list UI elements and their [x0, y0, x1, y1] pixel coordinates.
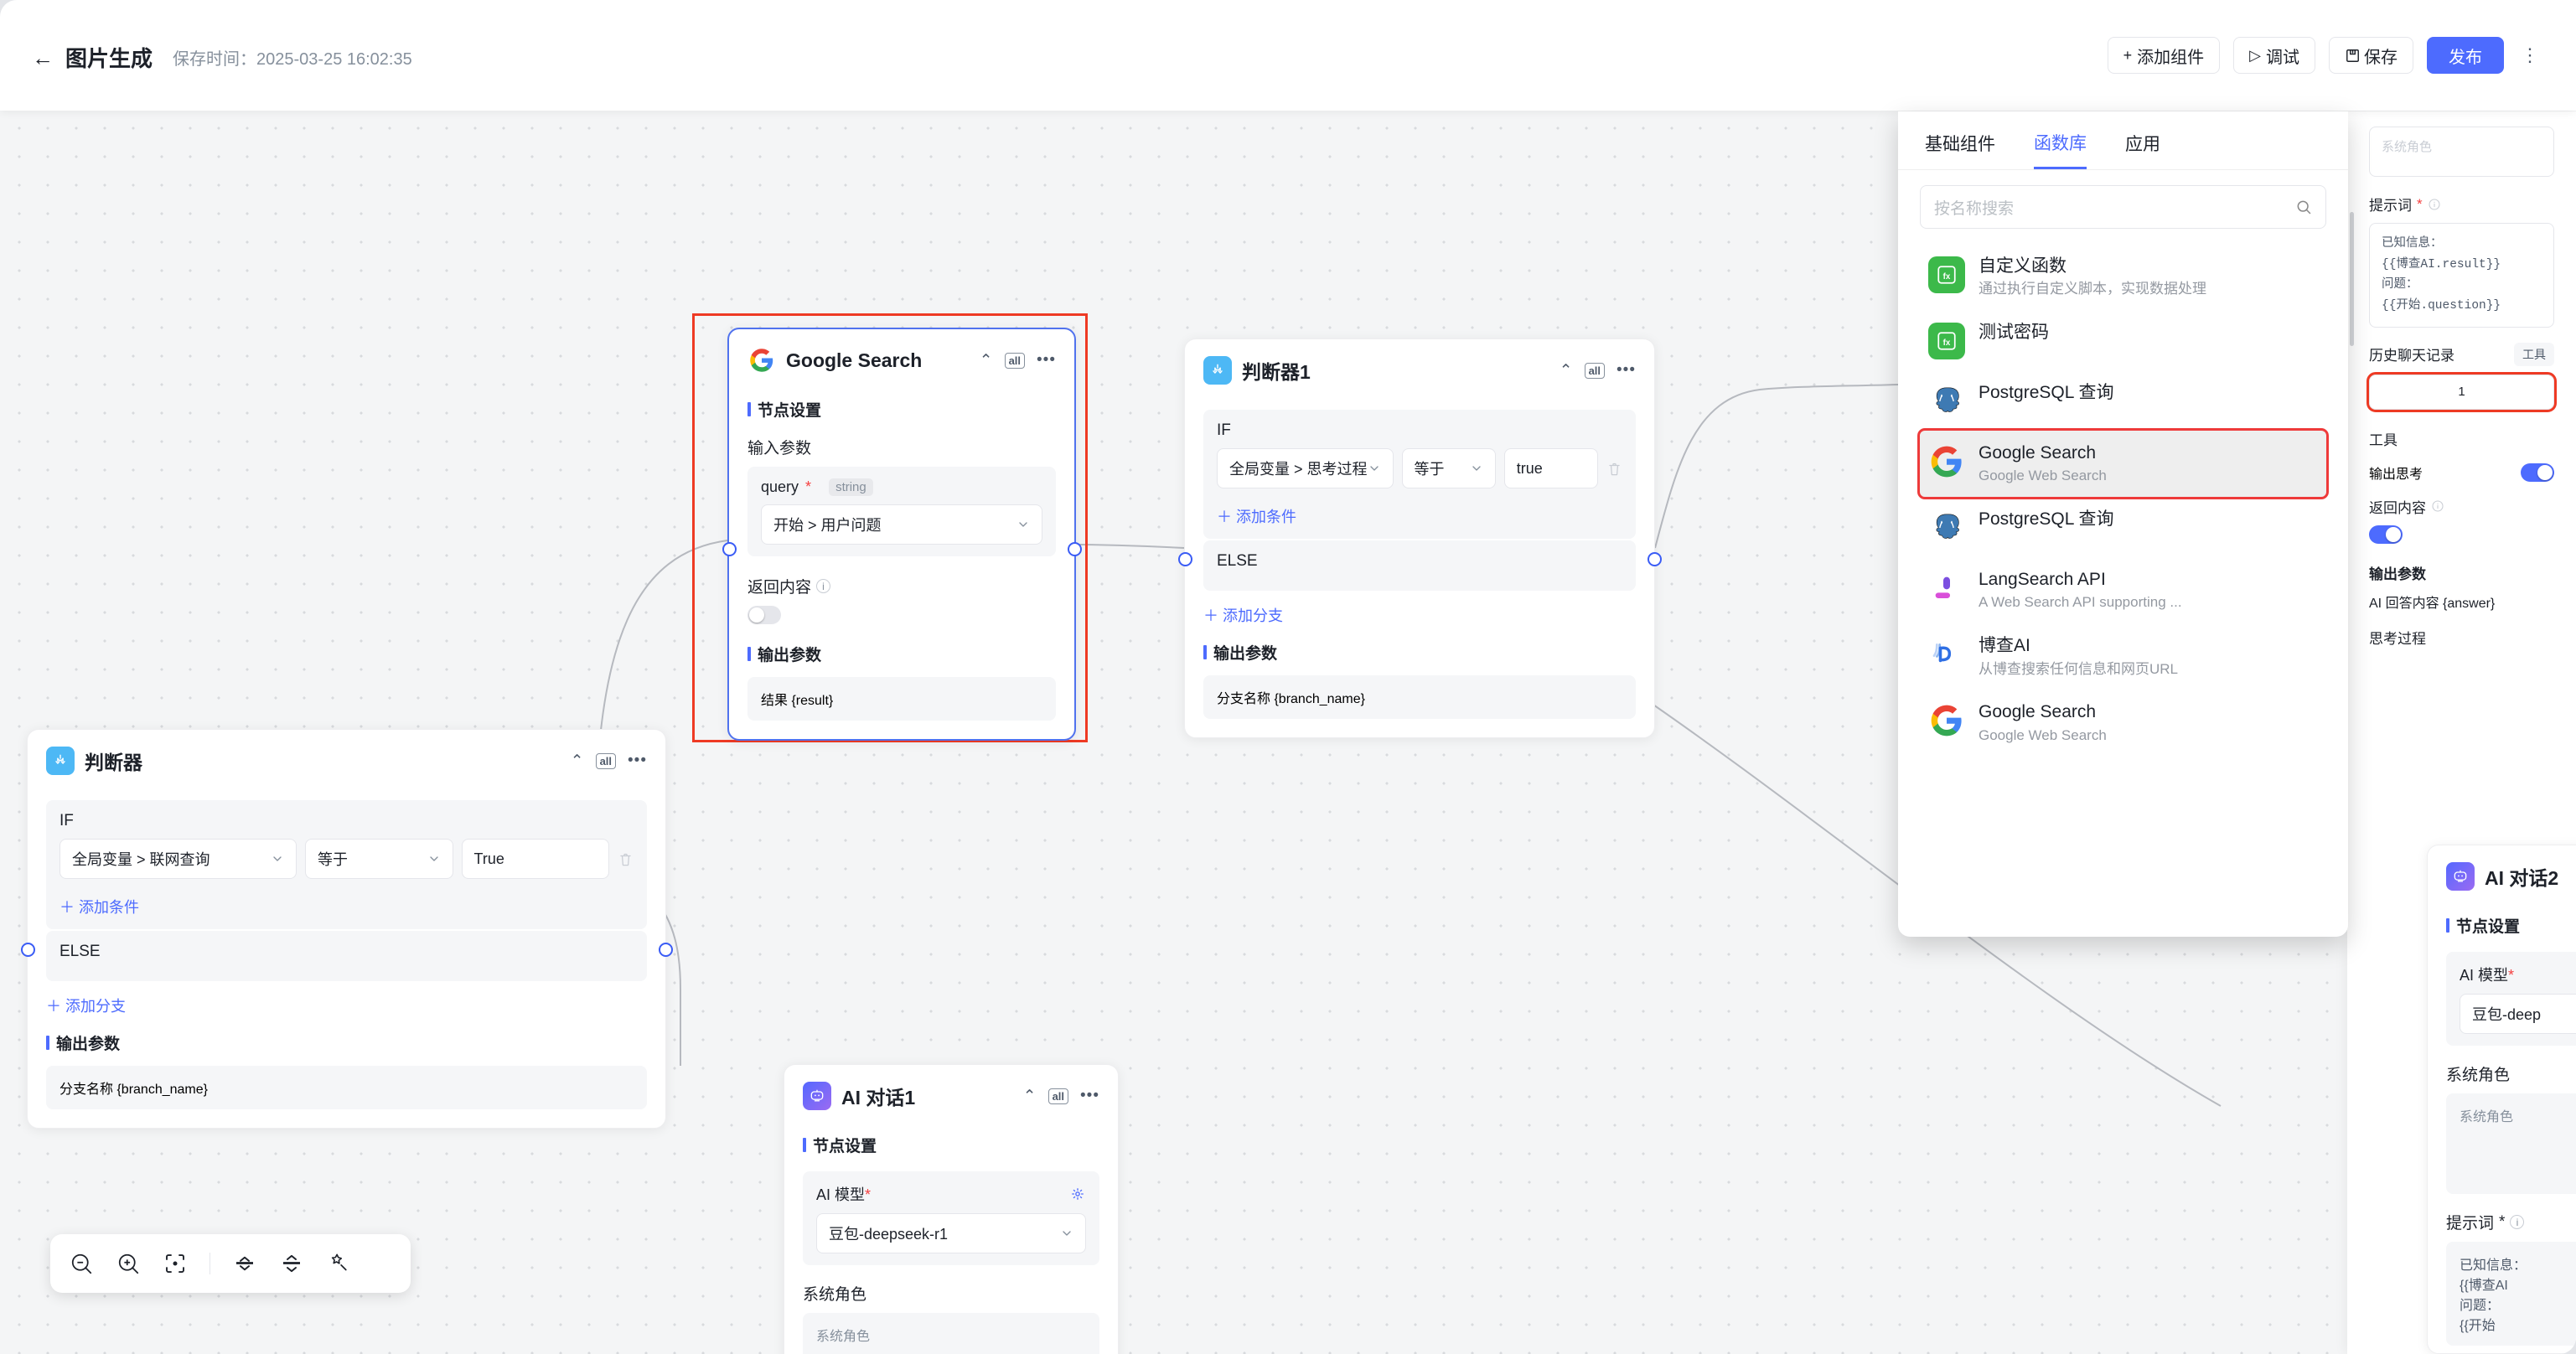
- svg-text:fx: fx: [1943, 338, 1951, 348]
- svg-text:fx: fx: [1943, 272, 1951, 282]
